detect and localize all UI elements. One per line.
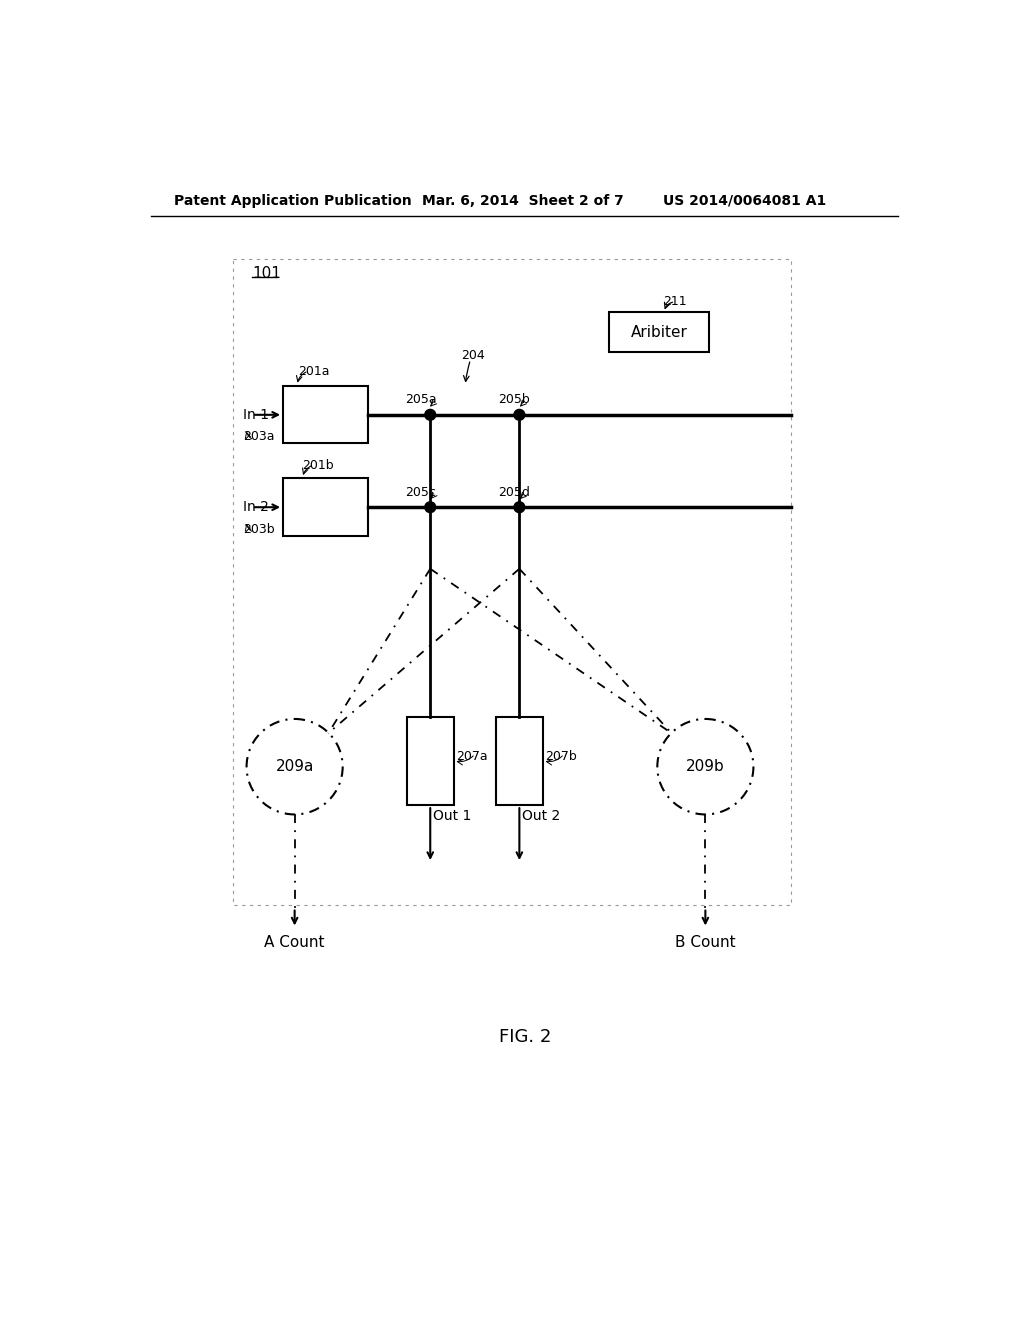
- Text: Out 2: Out 2: [522, 809, 561, 824]
- Text: FIG. 2: FIG. 2: [499, 1028, 551, 1047]
- Text: 207b: 207b: [545, 750, 577, 763]
- Text: In 2: In 2: [243, 500, 268, 515]
- Text: A Count: A Count: [264, 935, 325, 949]
- Text: 205d: 205d: [498, 486, 529, 499]
- Text: Patent Application Publication: Patent Application Publication: [174, 194, 413, 207]
- Text: 205b: 205b: [498, 393, 529, 407]
- Circle shape: [514, 502, 524, 512]
- Text: US 2014/0064081 A1: US 2014/0064081 A1: [663, 194, 826, 207]
- Text: 209a: 209a: [275, 759, 313, 775]
- Text: In 1: In 1: [243, 408, 268, 422]
- Bar: [496, 717, 543, 805]
- Text: 101: 101: [252, 267, 281, 281]
- Text: 203b: 203b: [243, 523, 274, 536]
- Text: 205a: 205a: [406, 393, 437, 407]
- Text: 207a: 207a: [456, 750, 487, 763]
- Bar: [283, 478, 369, 536]
- Text: 203a: 203a: [243, 430, 274, 444]
- Text: 211: 211: [663, 296, 686, 309]
- Text: B Count: B Count: [675, 935, 735, 949]
- Text: 204: 204: [461, 350, 485, 363]
- Text: Aribiter: Aribiter: [631, 325, 687, 341]
- Bar: [283, 385, 369, 444]
- Text: 205c: 205c: [406, 486, 436, 499]
- Circle shape: [514, 409, 524, 420]
- Text: 209b: 209b: [686, 759, 725, 775]
- Text: Out 1: Out 1: [433, 809, 472, 824]
- Circle shape: [425, 502, 435, 512]
- Text: 201a: 201a: [299, 364, 330, 378]
- Bar: [608, 313, 710, 352]
- Text: 201b: 201b: [302, 459, 334, 471]
- Circle shape: [425, 409, 435, 420]
- Bar: [232, 259, 791, 906]
- Text: Mar. 6, 2014  Sheet 2 of 7: Mar. 6, 2014 Sheet 2 of 7: [423, 194, 625, 207]
- Bar: [407, 717, 454, 805]
